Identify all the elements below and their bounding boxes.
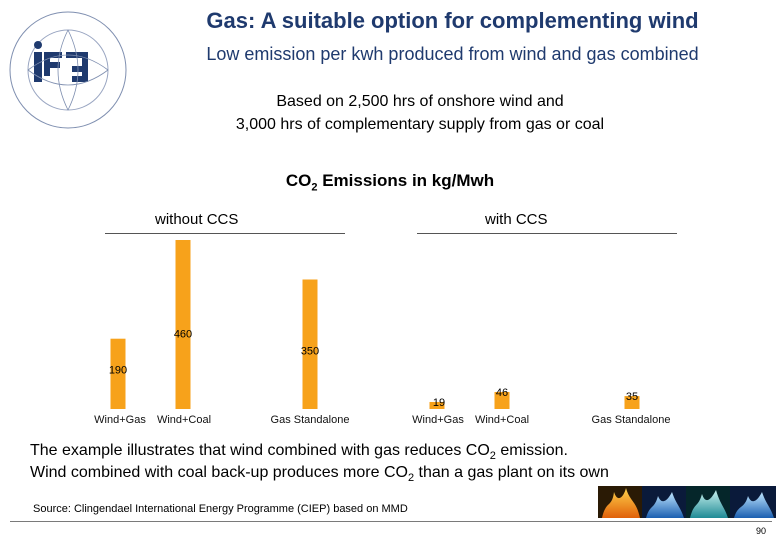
source-note: Source: Clingendael International Energy… [33, 503, 408, 515]
bar-without-ccs-wind-gas [110, 338, 126, 409]
category-label: Wind+Coal [157, 414, 211, 426]
group-rule-left [105, 233, 345, 234]
chart-heading-pre: CO [285, 171, 312, 190]
category-label: Wind+Coal [475, 414, 529, 426]
group-label-with-ccs: with CCS [485, 211, 548, 228]
bar-without-ccs-gas-standalone [302, 279, 318, 409]
conclusion-2-pre: Wind combined with coal back-up produces… [30, 464, 408, 481]
bar-with-ccs-wind-coal [494, 391, 510, 409]
slide-subtitle: Low emission per kwh produced from wind … [206, 44, 699, 64]
data-label: 35 [626, 391, 638, 403]
category-label: Wind+Gas [412, 414, 464, 426]
category-label: Wind+Gas [94, 414, 146, 426]
conclusion-2-sub: 2 [407, 472, 415, 485]
conclusion-1-pre: The example illustrates that wind combin… [30, 442, 490, 459]
data-label: 190 [109, 364, 127, 376]
page-number: 90 [756, 526, 767, 536]
conclusion-line-1: The example illustrates that wind combin… [30, 442, 568, 462]
conclusion-2-post: than a gas plant on its own [414, 464, 609, 481]
group-rule-right [417, 233, 677, 234]
conclusion-1-sub: 2 [489, 450, 496, 463]
data-label: 460 [174, 329, 192, 341]
igu-logo-icon [9, 11, 127, 129]
basis-line-2: 3,000 hrs of complementary supply from g… [235, 116, 605, 133]
emissions-bar-chart: 190 460 350 Wind+Gas Wind+Coal Gas Standalone… [94, 240, 671, 426]
group-label-without-ccs: without CCS [155, 211, 239, 228]
basis-line-1: Based on 2,500 hrs of onshore wind and [276, 93, 564, 110]
flame-banner-icon [598, 486, 776, 518]
bar-with-ccs-wind-gas [429, 401, 445, 409]
slide-title: Gas: A suitable option for complementing… [206, 8, 699, 33]
chart-heading-sub: 2 [311, 181, 318, 194]
data-label: 19 [433, 397, 445, 409]
bar-with-ccs-gas-standalone [624, 396, 640, 409]
data-label: 46 [496, 387, 508, 399]
chart-heading: CO2 Emissions in kg/Mwh [150, 171, 630, 193]
conclusion-1-post: emission. [495, 442, 568, 459]
bar-without-ccs-wind-coal [175, 240, 191, 409]
category-label: Gas Standalone [271, 414, 350, 426]
footer-rule [10, 521, 772, 522]
data-label: 350 [301, 346, 319, 358]
category-label: Gas Standalone [592, 414, 671, 426]
chart-heading-post: Emissions in kg/Mwh [317, 171, 495, 190]
conclusion-line-2: Wind combined with coal back-up produces… [30, 464, 609, 484]
